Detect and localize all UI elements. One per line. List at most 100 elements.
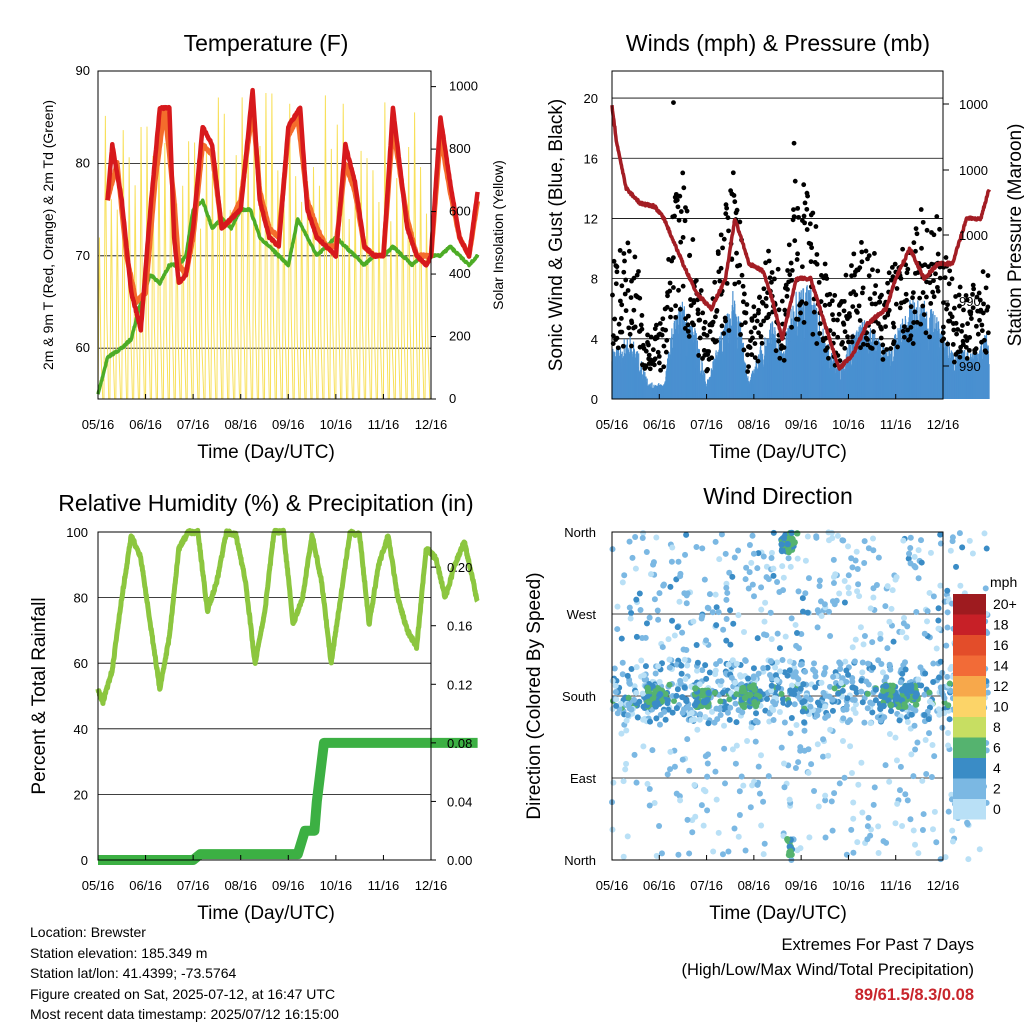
- wind-gust-point: [682, 326, 688, 331]
- wind-direction-point: [821, 669, 828, 676]
- wind-gust-point: [841, 298, 847, 304]
- winds-ytick-label: 12: [584, 211, 598, 226]
- wind-gust-point: [977, 317, 982, 323]
- wind-direction-point: [628, 706, 635, 713]
- wind-gust-point: [847, 314, 852, 319]
- wind-direction-point: [884, 645, 891, 652]
- wind-direction-point: [795, 680, 802, 687]
- wind-gust-point: [693, 278, 699, 283]
- wind-gust-point: [629, 343, 634, 349]
- wind-direction-point: [930, 593, 937, 600]
- wind-direction-point: [683, 531, 690, 538]
- wind-gust-point: [942, 275, 948, 281]
- wind-direction-point: [791, 691, 798, 698]
- wind-direction-point: [694, 667, 701, 674]
- wind-direction-point: [644, 693, 652, 701]
- dir-ylabel-left: Direction (Colored By Speed): [524, 572, 545, 819]
- wind-direction-point: [673, 790, 680, 797]
- wind-direction-point: [861, 538, 868, 545]
- wind-direction-point: [872, 697, 879, 704]
- wind-direction-point: [802, 557, 809, 564]
- wind-direction-point: [944, 609, 951, 616]
- wind-gust-point: [920, 290, 926, 295]
- wind-gust-point: [652, 356, 658, 362]
- wind-direction-point: [903, 634, 910, 641]
- rh-ytick-label: 20: [74, 787, 88, 802]
- wind-gust-point: [795, 316, 801, 322]
- wind-direction-point: [893, 695, 901, 702]
- wind-direction-point: [733, 742, 740, 749]
- wind-direction-point: [947, 547, 954, 554]
- winds-xtick-label: 11/16: [880, 417, 912, 432]
- wind-direction-point: [678, 670, 685, 677]
- wind-direction-point: [733, 660, 740, 667]
- wind-direction-point: [697, 711, 704, 718]
- wind-direction-point: [852, 557, 859, 564]
- wind-gust-point: [622, 291, 628, 297]
- wind-direction-point: [841, 577, 848, 584]
- wind-direction-point: [737, 672, 744, 679]
- winds-ytick-label: 20: [584, 91, 598, 106]
- wind-direction-point: [767, 658, 774, 665]
- wind-direction-point: [724, 709, 731, 716]
- temp-ylabel-left: 2m & 9m T (Red, Orange) & 2m Td (Green): [40, 100, 56, 370]
- wind-direction-point: [773, 677, 780, 684]
- wind-gust-point: [668, 307, 674, 313]
- wind-direction-point: [851, 697, 858, 704]
- wind-direction-point: [623, 760, 630, 767]
- wind-direction-point: [797, 845, 804, 852]
- wind-gust-point: [861, 341, 866, 347]
- wind-gust-point: [804, 227, 810, 232]
- wind-direction-point: [784, 836, 791, 843]
- wind-direction-point: [716, 706, 723, 713]
- rh-xtick-label: 10/16: [320, 878, 353, 893]
- winds-ylabel-left: Sonic Wind & Gust (Blue, Black): [546, 99, 567, 371]
- winds-title: Winds (mph) & Pressure (mb): [626, 30, 930, 56]
- wind-direction-point: [981, 530, 988, 537]
- wind-gust-point: [648, 334, 654, 340]
- wind-direction-point: [612, 689, 619, 696]
- wind-direction-point: [888, 605, 895, 612]
- wind-gust-point: [888, 346, 894, 351]
- wind-direction-point: [919, 777, 926, 784]
- wind-gust-point: [912, 309, 918, 315]
- wind-direction-point: [609, 677, 616, 684]
- wind-direction-point: [877, 630, 884, 637]
- wind-gust-point: [901, 324, 907, 330]
- wind-direction-point: [661, 708, 668, 715]
- wind-direction-point: [682, 675, 689, 682]
- wind-direction-point: [779, 656, 786, 663]
- wind-gust-point: [872, 291, 878, 296]
- wind-direction-point: [814, 741, 821, 748]
- dir-ytick-label: East: [570, 771, 596, 786]
- wind-direction-point: [671, 763, 678, 770]
- wind-gust-point: [678, 209, 684, 214]
- wind-gust-point: [655, 349, 661, 355]
- wind-gust-point: [964, 338, 970, 343]
- wind-direction-point: [901, 615, 908, 622]
- wind-direction-point: [907, 560, 914, 567]
- wind-direction-point: [781, 784, 788, 791]
- wind-direction-point: [840, 706, 847, 713]
- wind-gust-point: [911, 240, 917, 246]
- wind-direction-point: [807, 703, 814, 710]
- wind-direction-point: [676, 598, 683, 605]
- temp-xtick-label: 08/16: [224, 417, 257, 432]
- wind-direction-point: [770, 707, 777, 714]
- wind-direction-point: [633, 633, 640, 640]
- wind-direction-point: [702, 662, 709, 669]
- wind-direction-point: [694, 726, 701, 733]
- wind-gust-point: [898, 276, 904, 281]
- wind-direction-point: [753, 710, 760, 717]
- wind-gust-point: [841, 308, 847, 314]
- wind-direction-point: [882, 682, 890, 690]
- wind-direction-point: [926, 698, 933, 705]
- wind-direction-point: [633, 689, 640, 696]
- wind-gust-point: [754, 318, 760, 324]
- wind-direction-point: [709, 609, 716, 616]
- wind-direction-point: [756, 790, 763, 797]
- wind-direction-point: [772, 672, 779, 679]
- direction-panel: Wind Direction 05/16 06/16 07/16 08/16 09/16…: [524, 483, 1017, 924]
- wind-direction-point: [704, 760, 711, 767]
- wind-direction-point: [758, 822, 765, 829]
